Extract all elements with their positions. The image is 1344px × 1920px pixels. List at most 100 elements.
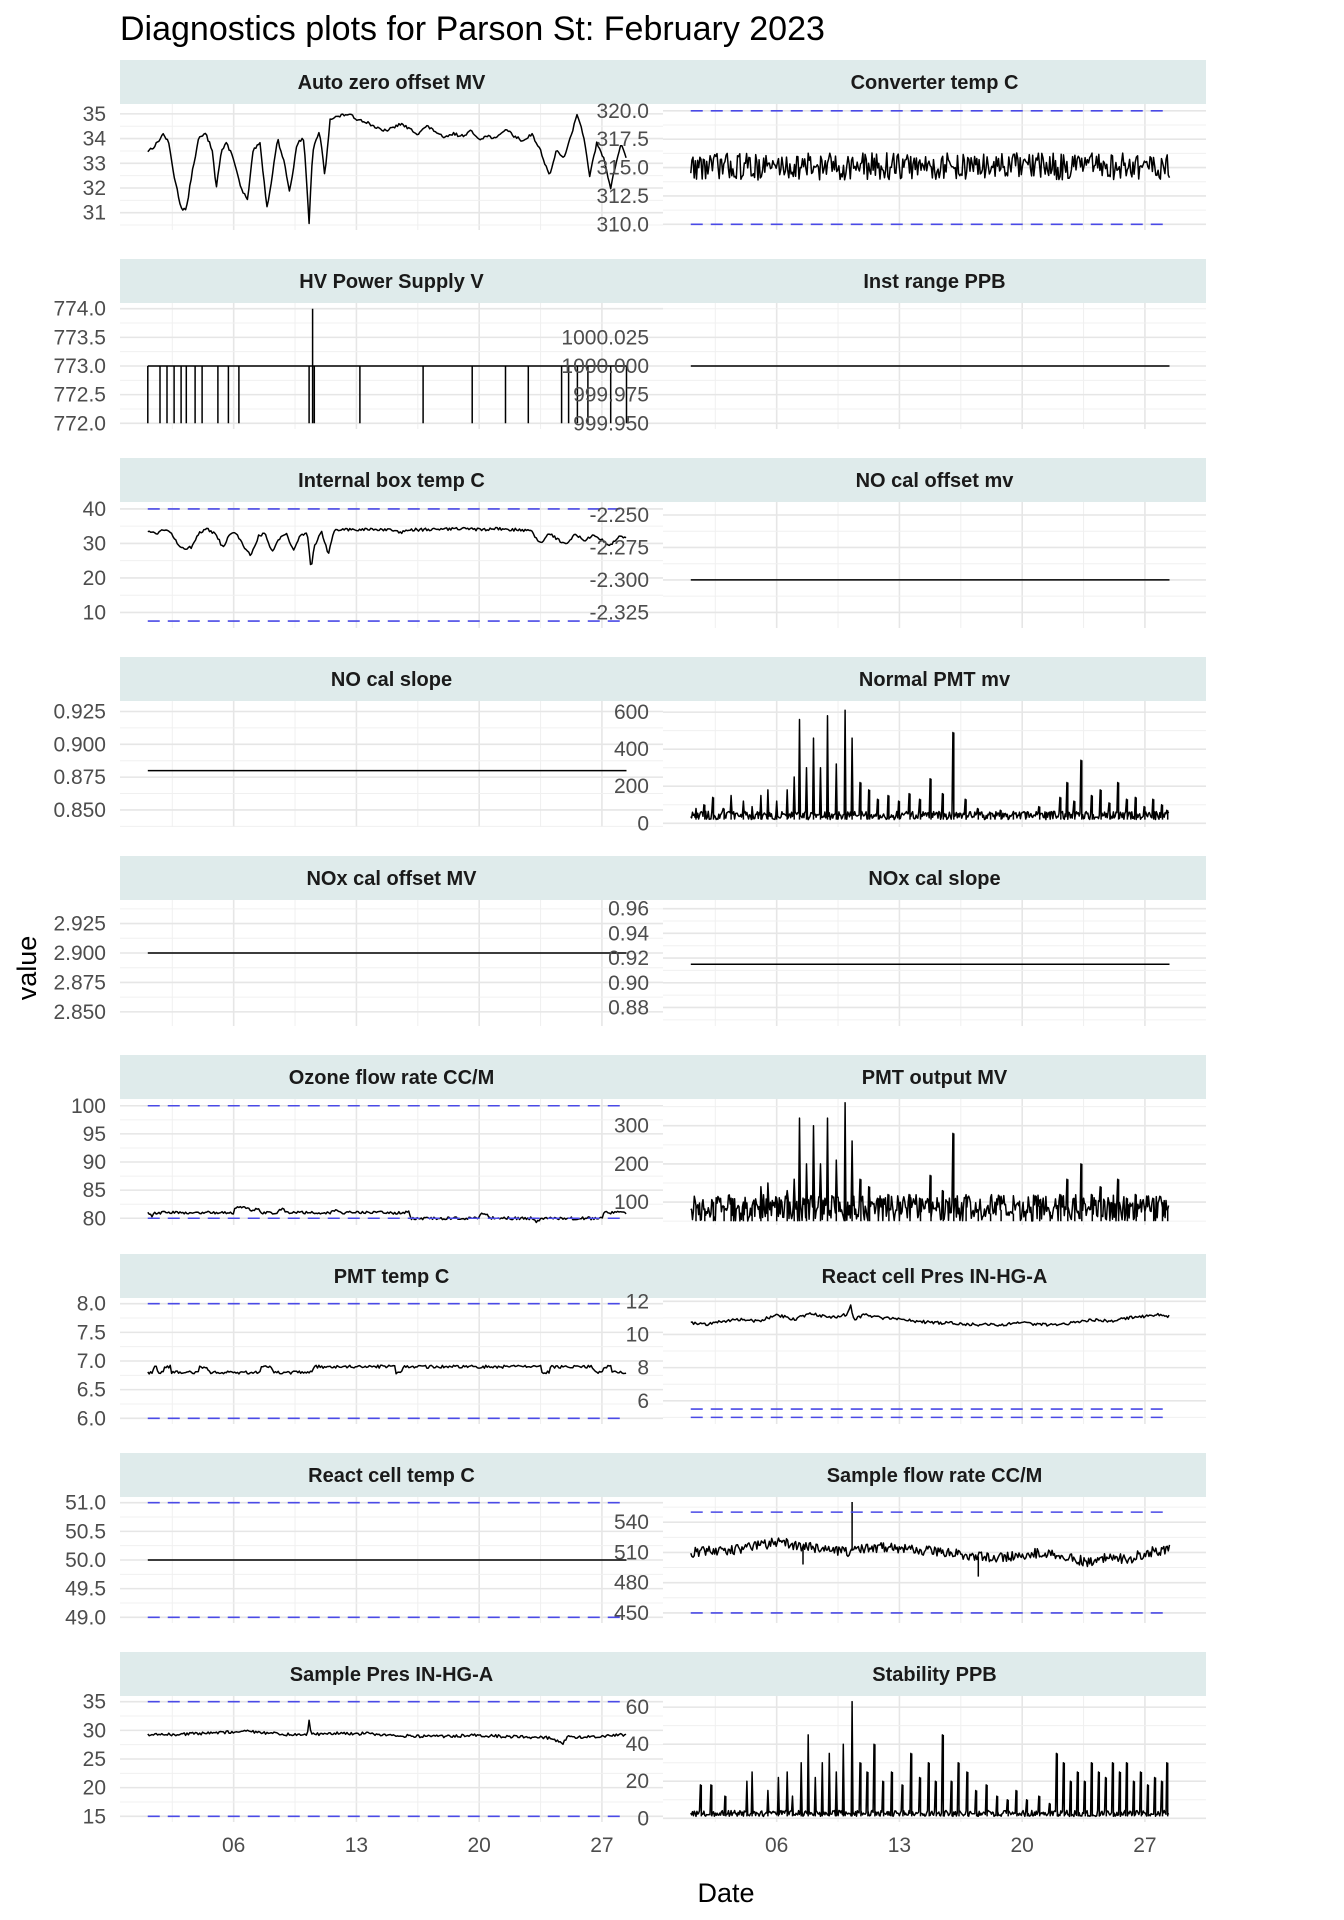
panel-strip [663,60,1206,104]
y-tick-label: 50.0 [65,1549,106,1572]
y-tick-label: 100 [614,1191,649,1214]
y-tick-label: 95 [83,1123,106,1146]
y-tick-label: 10 [626,1323,649,1346]
y-tick-label: 480 [614,1572,649,1595]
panel-title: NOx cal offset MV [306,868,477,890]
y-tick-label: 0.850 [53,799,106,822]
panel-strip [663,1254,1206,1298]
y-tick-label: 8.0 [77,1293,106,1316]
y-tick-label: 49.0 [65,1606,106,1629]
panel-15: React cell temp C 49.0 49.5 50.0 50.5 51.0 [65,1453,663,1629]
y-tick-label: 31 [83,202,106,225]
y-tick-label: 1000.025 [561,326,649,349]
panel-title: Converter temp C [851,72,1019,94]
x-tick-label: 20 [1010,1834,1033,1857]
panel-title: Inst range PPB [863,271,1005,293]
y-tick-label: 60 [626,1696,649,1719]
y-tick-label: 40 [83,498,106,521]
y-tick-label: 25 [83,1748,106,1771]
panel-12: PMT output MV 100 200 300 [614,1055,1206,1225]
panel-strip [663,1055,1206,1099]
y-tick-label: 773.0 [53,355,106,378]
y-tick-label: -2.275 [589,536,649,559]
panel-strip [663,458,1206,502]
y-tick-label: -2.300 [589,569,649,592]
panel-strip [663,856,1206,900]
panel-10: NOx cal slope 0.880.900.920.940.96 [608,856,1206,1026]
panel-strip [663,1652,1206,1696]
panel-title: NOx cal slope [868,868,1000,890]
y-tick-label: 0.875 [53,766,106,789]
y-tick-label: 999.975 [573,384,649,407]
y-tick-label: 2.850 [53,1001,106,1024]
y-tick-label: 32 [83,177,106,200]
y-tick-label: 34 [83,128,107,151]
panel-title: NO cal slope [331,669,452,691]
panel-7: NO cal slope 0.850 0.875 0.900 0.925 [53,657,663,827]
y-tick-label: 49.5 [65,1578,106,1601]
panel-title: PMT temp C [334,1266,450,1288]
y-tick-label: 774.0 [53,298,106,321]
y-tick-label: 85 [83,1179,106,1202]
y-tick-label: 0.92 [608,947,649,970]
y-axis-title: value [12,936,42,1001]
panel-strip [120,657,663,701]
panel-title: PMT output MV [862,1067,1008,1089]
panel-strip [120,259,663,303]
y-tick-label: 30 [83,1719,106,1742]
series-line [690,1700,1170,1818]
y-tick-label: 540 [614,1511,649,1534]
y-tick-label: 2.925 [53,913,106,936]
y-tick-label: 90 [83,1151,106,1174]
y-tick-label: 0.925 [53,701,106,724]
y-tick-label: 0.900 [53,733,106,756]
panel-title: Normal PMT mv [859,669,1011,691]
series-line [147,1205,627,1224]
y-tick-label: 35 [83,103,106,126]
y-tick-label: 6.0 [77,1407,106,1430]
y-tick-label: 2.900 [53,942,106,965]
panel-13: PMT temp C 6.0 6.5 7.0 7.5 8.0 [77,1254,663,1430]
series-line [147,1364,627,1375]
y-tick-label: 0.90 [608,972,649,995]
y-tick-label: -2.250 [589,504,649,527]
panel-title: Ozone flow rate CC/M [289,1067,495,1089]
panel-title: Auto zero offset MV [298,72,486,94]
y-tick-label: 450 [614,1602,649,1625]
y-tick-label: 0 [637,1807,649,1830]
series-line [147,113,627,225]
x-tick-label: 06 [222,1834,245,1857]
series-line [147,1719,627,1746]
panel-title: HV Power Supply V [299,271,484,293]
y-tick-label: 320.0 [596,100,649,123]
y-tick-label: 35 [83,1691,106,1714]
y-tick-label: 0.88 [608,996,649,1019]
y-tick-label: 200 [614,1153,649,1176]
y-tick-label: 999.950 [573,412,649,435]
y-tick-label: 317.5 [596,128,649,151]
y-tick-label: 12 [626,1290,649,1313]
y-tick-label: 40 [626,1733,649,1756]
panel-8: Normal PMT mv 0 200 400 600 [614,657,1206,835]
panel-18: Stability PPB 0 20 40 60 06 13 20 27 [626,1652,1206,1857]
panel-title: Internal box temp C [298,470,485,492]
x-tick-label: 13 [345,1834,368,1857]
y-tick-label: 312.5 [596,185,649,208]
panel-strip [120,1254,663,1298]
panel-16: Sample flow rate CC/M 450 480 510 540 [614,1453,1206,1625]
panel-2: Converter temp C 310.0 312.5 315.0 317.5 320.… [596,60,1206,236]
panel-title: Sample flow rate CC/M [827,1465,1043,1487]
x-axis-title: Date [697,1878,754,1908]
series-line [147,526,627,566]
panel-11: Ozone flow rate CC/M 80 85 90 95 100 [71,1055,663,1230]
y-tick-label: 7.0 [77,1350,106,1373]
series-line [690,709,1170,821]
panel-title: React cell temp C [308,1465,475,1487]
panel-4: Inst range PPB 999.950 999.975 1000.000 1000… [561,259,1206,435]
y-tick-label: 33 [83,152,106,175]
series-line [690,152,1171,181]
panel-strip [663,1453,1206,1497]
series-line [690,1502,1171,1577]
